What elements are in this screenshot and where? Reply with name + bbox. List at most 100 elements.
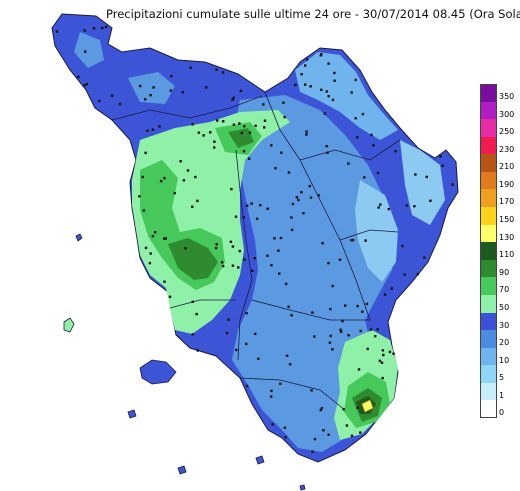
station-point <box>215 68 218 71</box>
zone-light-green-west <box>132 110 290 334</box>
legend-class: 20 <box>478 330 520 348</box>
legend-class: 1 <box>478 382 520 401</box>
station-point <box>266 207 269 210</box>
station-point <box>164 237 167 240</box>
station-point <box>403 273 406 276</box>
station-point <box>270 264 273 267</box>
station-point <box>55 30 59 33</box>
station-point <box>322 429 325 432</box>
legend-class: 250 <box>478 119 520 137</box>
station-point <box>151 234 155 238</box>
legend-swatch <box>480 312 497 331</box>
station-point <box>374 335 377 338</box>
zone-pale-blue-ne2 <box>400 140 445 225</box>
station-point <box>341 319 344 323</box>
island-montecristo <box>177 465 187 475</box>
province-borders <box>111 91 401 411</box>
station-point <box>345 424 349 427</box>
station-point <box>283 115 286 119</box>
legend-swatch <box>480 277 497 295</box>
station-point <box>413 205 416 208</box>
station-point <box>273 237 276 240</box>
station-point <box>85 83 89 86</box>
station-point <box>291 202 295 206</box>
station-point <box>263 119 267 122</box>
legend-label: 20 <box>499 338 510 348</box>
station-point <box>383 293 387 296</box>
station-point <box>282 101 285 104</box>
legend-swatch <box>480 259 497 278</box>
station-point <box>429 199 432 202</box>
legend-class: 230 <box>478 136 520 155</box>
station-point <box>255 217 259 220</box>
station-point <box>309 196 313 199</box>
zone-dark-green-north <box>228 128 254 148</box>
station-point <box>325 145 328 148</box>
station-point <box>186 169 190 172</box>
station-point <box>141 175 144 179</box>
station-point <box>363 176 366 179</box>
station-point <box>202 134 205 137</box>
station-point <box>366 347 369 351</box>
station-point <box>439 155 442 158</box>
station-point <box>326 151 329 154</box>
legend-class: 350 <box>478 84 520 102</box>
zone-pale-blue-ne <box>295 52 398 140</box>
station-point <box>245 384 249 388</box>
legend-swatch <box>480 101 497 120</box>
station-point <box>196 349 199 352</box>
station-point <box>405 204 409 207</box>
legend-swatch <box>480 400 497 418</box>
legend-class: 50 <box>478 294 520 313</box>
legend-label: 150 <box>499 215 515 225</box>
station-point <box>262 103 265 106</box>
legend-class: 5 <box>478 365 520 383</box>
station-point <box>387 207 390 211</box>
station-point <box>288 363 292 366</box>
legend-swatch <box>480 294 497 313</box>
station-point <box>369 328 373 331</box>
station-point <box>98 99 101 103</box>
station-point <box>259 204 262 207</box>
station-point <box>359 329 362 333</box>
station-point <box>285 354 289 357</box>
station-point <box>308 184 311 188</box>
station-point <box>194 175 197 179</box>
station-point <box>271 423 274 426</box>
station-point <box>284 282 288 286</box>
station-point <box>191 300 194 303</box>
legend-class: 300 <box>478 101 520 120</box>
zone-dark-green-west <box>168 238 218 280</box>
station-point <box>380 361 384 364</box>
station-point <box>372 144 375 147</box>
legend-swatch <box>480 242 497 260</box>
island-gorgona <box>75 233 83 242</box>
station-point <box>92 27 96 30</box>
precipitation-map <box>51 13 459 491</box>
station-point <box>401 244 404 248</box>
station-point <box>284 436 287 439</box>
station-point <box>290 216 293 219</box>
station-point <box>305 130 308 133</box>
station-point <box>213 140 216 143</box>
legend-swatch <box>480 224 497 243</box>
station-point <box>110 94 114 97</box>
station-point <box>313 437 317 441</box>
station-point <box>270 144 273 147</box>
station-point <box>213 146 216 149</box>
legend-swatch <box>480 171 497 190</box>
station-point <box>245 312 248 315</box>
station-point <box>317 194 320 197</box>
station-point <box>205 86 208 89</box>
station-point <box>356 304 359 308</box>
island-pianosa <box>127 409 137 419</box>
legend-class: 30 <box>478 312 520 331</box>
station-point <box>319 408 322 412</box>
station-point <box>329 334 332 338</box>
station-point <box>163 176 166 180</box>
legend-class: 190 <box>478 171 520 190</box>
legend-label: 350 <box>499 92 515 101</box>
station-point <box>357 368 361 371</box>
station-point <box>327 62 330 65</box>
station-point <box>376 328 379 331</box>
